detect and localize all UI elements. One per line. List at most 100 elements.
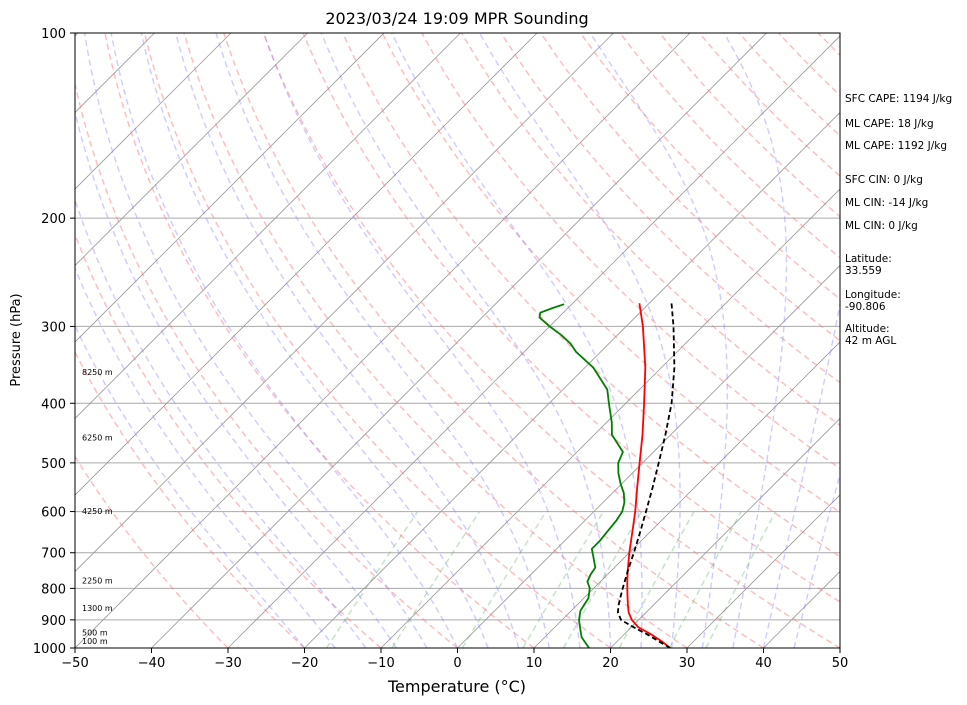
mixing-ratio-line	[562, 511, 643, 648]
isotherm-line	[75, 33, 308, 267]
background-lines	[0, 33, 840, 648]
moist-adiabat	[478, 33, 681, 648]
height-label: 2250 m	[82, 576, 113, 585]
isotherm-line	[75, 33, 232, 190]
x-axis-label: Temperature (°C)	[387, 677, 526, 696]
series-line-1	[538, 303, 626, 648]
dry-adiabat	[183, 33, 688, 648]
mixing-ratio-line	[522, 511, 604, 648]
x-tick-label: 10	[526, 656, 543, 671]
dry-adiabat	[341, 33, 840, 558]
sfc-cin-text: SFC CIN: 0 J/kg	[845, 174, 923, 186]
height-label: 100 m	[82, 637, 108, 646]
moist-adiabat	[793, 472, 840, 648]
x-tick-label: 30	[679, 656, 696, 671]
isotherm-line	[227, 35, 840, 648]
chart-title: 2023/03/24 19:09 MPR Sounding	[325, 9, 588, 28]
y-tick-label: 200	[41, 212, 66, 227]
dry-adiabat	[223, 33, 764, 648]
y-tick-label: 900	[41, 614, 66, 629]
x-tick-label: −20	[291, 656, 318, 671]
isotherm-line	[610, 417, 840, 648]
mixing-ratio-line	[668, 511, 742, 648]
height-label: 4250 m	[82, 507, 113, 516]
ml-cin-text-2: ML CIN: 0 J/kg	[845, 220, 918, 232]
x-tick-label: −40	[138, 656, 165, 671]
y-tick-label: 700	[41, 547, 66, 562]
height-label: 8250 m	[82, 368, 113, 377]
moist-adiabat	[75, 266, 336, 648]
latitude-value: 33.559	[845, 265, 882, 277]
height-label: 1300 m	[82, 604, 113, 613]
moist-adiabat	[723, 33, 788, 648]
isotherm-line	[75, 33, 614, 573]
isotherm-line	[75, 33, 691, 648]
moist-adiabat	[83, 33, 428, 648]
isotherm-line	[380, 188, 840, 648]
dry-adiabat	[75, 350, 305, 648]
dry-adiabat	[579, 33, 840, 300]
moist-adiabat	[215, 33, 550, 648]
isotherm-line	[0, 33, 2, 648]
series-line-2	[616, 303, 676, 648]
dry-adiabat	[75, 81, 458, 648]
x-tick-label: 50	[832, 656, 849, 671]
y-axis: 100 200 300 400 500 600 700 800 900 1000	[33, 27, 75, 657]
dry-adiabat	[104, 33, 535, 648]
ml-cape-text: ML CAPE: 18 J/kg	[845, 118, 934, 130]
altitude-value: 42 m AGL	[845, 335, 897, 347]
y-tick-label: 400	[41, 397, 66, 412]
mixing-ratio-line	[461, 511, 547, 648]
isotherm-line	[457, 264, 840, 648]
moist-adiabat	[75, 108, 397, 648]
dry-adiabat	[262, 33, 840, 648]
mixing-ratio-line	[391, 511, 481, 648]
y-tick-label: 600	[41, 506, 66, 521]
isotherm-line	[75, 33, 538, 496]
y-tick-label: 800	[41, 582, 66, 597]
dry-adiabat	[75, 232, 382, 648]
x-tick-label: −50	[61, 656, 88, 671]
height-label: 6250 m	[82, 434, 113, 443]
moist-adiabat	[75, 197, 367, 648]
isotherm-line	[686, 494, 840, 648]
mixing-ratio-line	[705, 511, 777, 648]
x-tick-label: −10	[367, 656, 394, 671]
x-axis: −50 −40 −30 −20 −10 0 10 20 30 40 50	[61, 648, 848, 671]
ml-cape-text-2: ML CAPE: 1192 J/kg	[845, 140, 948, 152]
dry-adiabat	[381, 33, 840, 514]
isotherm-line	[304, 111, 840, 648]
y-tick-label: 300	[41, 320, 66, 335]
x-tick-label: 40	[755, 656, 772, 671]
y-tick-label: 500	[41, 457, 66, 472]
y-tick-label: 1000	[33, 642, 66, 657]
ml-cin-text: ML CIN: -14 J/kg	[845, 197, 929, 209]
moist-adiabat	[391, 33, 643, 648]
plot-frame	[74, 32, 841, 649]
isotherm-line	[75, 33, 385, 343]
isotherm-line	[533, 341, 840, 648]
moist-adiabat	[263, 33, 581, 648]
moist-adiabat	[320, 33, 612, 648]
isotherm-line	[75, 33, 461, 420]
moist-adiabat	[589, 33, 728, 648]
y-tick-label: 100	[41, 27, 66, 42]
latitude-label: Latitude:	[845, 253, 892, 265]
longitude-value: -90.806	[845, 301, 886, 313]
series-lines	[538, 303, 676, 648]
moist-adiabat	[110, 33, 459, 648]
x-tick-label: 0	[453, 656, 461, 671]
height-label: 500 m	[82, 629, 108, 638]
x-tick-label: −30	[214, 656, 241, 671]
moist-adiabat	[140, 33, 489, 648]
longitude-label: Longitude:	[845, 289, 901, 301]
altitude-label: Altitude:	[845, 323, 890, 335]
dry-adiabat	[143, 33, 611, 648]
x-tick-label: 20	[602, 656, 619, 671]
y-axis-label: Pressure (hPa)	[9, 293, 24, 386]
mixing-ratio-line	[325, 511, 419, 648]
dry-adiabat	[75, 455, 229, 648]
moist-adiabat	[762, 300, 840, 648]
